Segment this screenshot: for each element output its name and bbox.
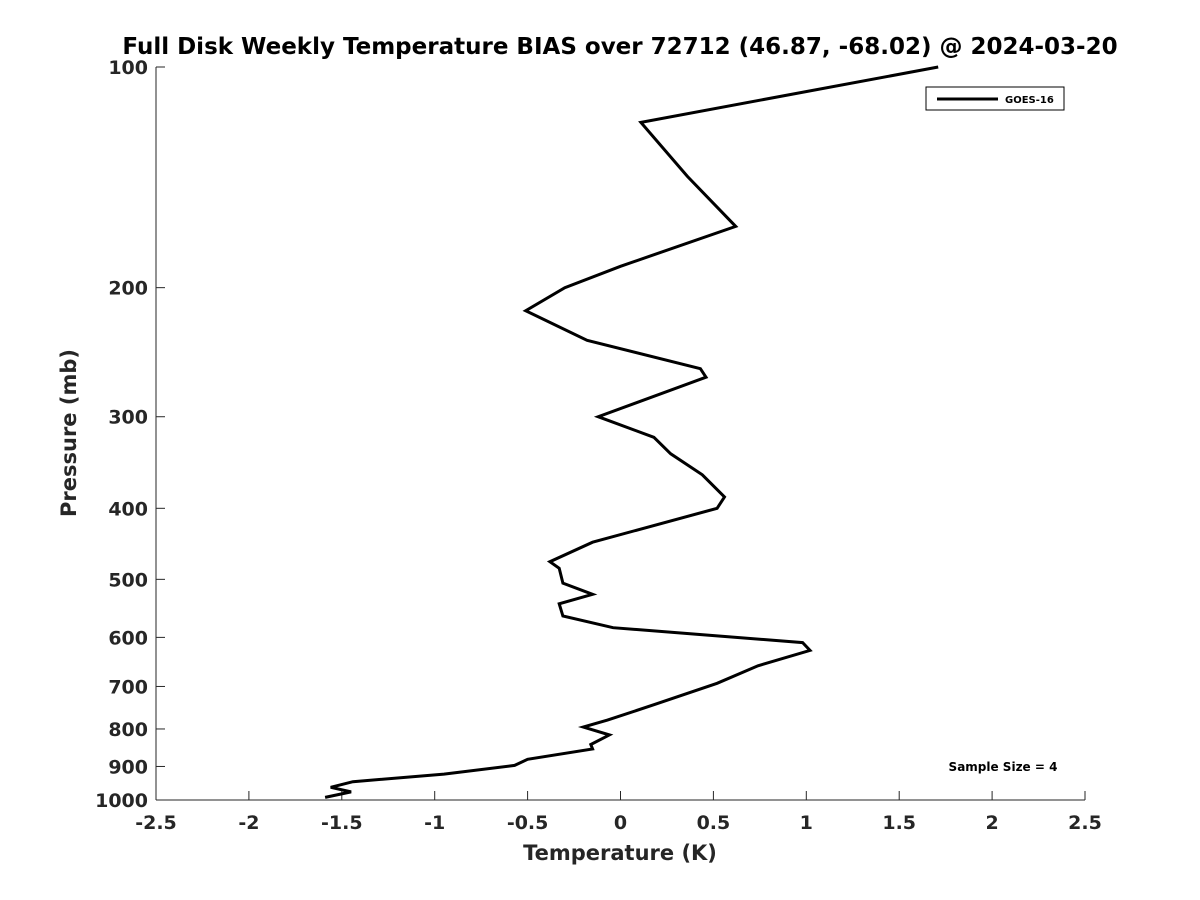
- y-tick-label: 800: [108, 719, 148, 741]
- y-tick-label: 900: [108, 756, 148, 778]
- legend: GOES-16: [925, 86, 1065, 111]
- series-layer: [324, 65, 939, 799]
- chart-title: Full Disk Weekly Temperature BIAS over 7…: [122, 34, 1117, 60]
- x-axis-label: Temperature (K): [523, 841, 717, 865]
- y-axis-label: Pressure (mb): [57, 349, 81, 517]
- y-tick-label: 100: [108, 57, 148, 79]
- y-tick-label: 1000: [95, 790, 148, 812]
- y-tick-label: 200: [108, 278, 148, 300]
- y-tick-label: 300: [108, 407, 148, 429]
- x-tick-label: 0: [614, 812, 627, 834]
- plot-area: [156, 67, 1085, 800]
- x-tick-label: -2.5: [135, 812, 177, 834]
- x-tick-label: -2: [238, 812, 259, 834]
- x-tick-label: 1.5: [882, 812, 916, 834]
- series-line-goes-16: [324, 65, 939, 799]
- x-tick-label: 2.5: [1068, 812, 1102, 834]
- y-tick-label: 500: [108, 569, 148, 591]
- x-tick-label: 2: [985, 812, 998, 834]
- legend-entry-goes-16: GOES-16: [1005, 95, 1054, 106]
- x-tick-label: -1: [424, 812, 445, 834]
- sample-size-annotation: Sample Size = 4: [949, 760, 1058, 774]
- x-tick-label: -1.5: [321, 812, 363, 834]
- x-tick-label: 0.5: [697, 812, 731, 834]
- y-tick-label: 400: [108, 498, 148, 520]
- y-tick-label: 600: [108, 627, 148, 649]
- x-tick-label: 1: [800, 812, 813, 834]
- ticks-layer: -2.5 -2 -1.5 -1 -0.5 0 0.5 1 1.5 2 2.5 100 200 300 400…: [95, 57, 1102, 834]
- x-tick-label: -0.5: [507, 812, 549, 834]
- y-tick-label: 700: [108, 676, 148, 698]
